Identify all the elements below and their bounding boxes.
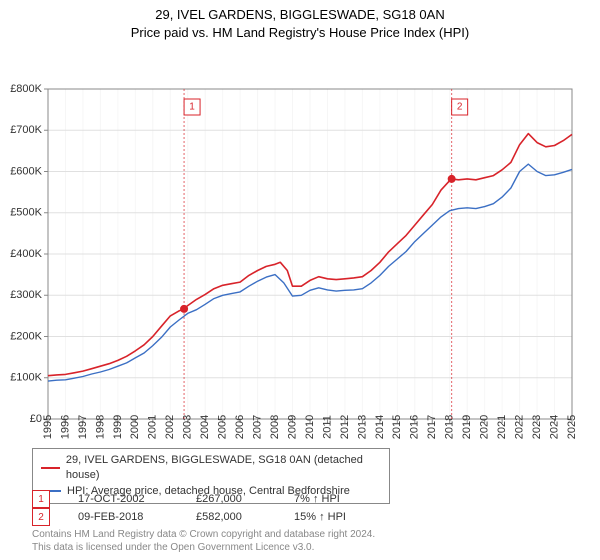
- svg-text:£300K: £300K: [10, 289, 42, 301]
- svg-text:£700K: £700K: [10, 124, 42, 136]
- marker-event-row: 1 17-OCT-2002 £267,000 7% ↑ HPI: [32, 490, 346, 508]
- svg-text:1997: 1997: [77, 415, 89, 439]
- svg-text:2021: 2021: [496, 415, 508, 439]
- footer-line-2: This data is licensed under the Open Gov…: [32, 541, 375, 554]
- svg-text:2017: 2017: [426, 415, 438, 439]
- svg-text:2020: 2020: [479, 415, 491, 439]
- svg-text:1995: 1995: [42, 415, 54, 439]
- marker-date: 09-FEB-2018: [78, 511, 168, 523]
- svg-text:2014: 2014: [374, 415, 386, 439]
- svg-text:2008: 2008: [269, 415, 281, 439]
- svg-text:2019: 2019: [461, 415, 473, 439]
- title-line-1: 29, IVEL GARDENS, BIGGLESWADE, SG18 0AN: [0, 6, 600, 24]
- price-chart: £0 £100K £200K £300K £400K £500K £600K £700K £80…: [0, 41, 600, 441]
- svg-text:£500K: £500K: [10, 207, 42, 219]
- svg-text:2016: 2016: [409, 415, 421, 439]
- svg-text:2018: 2018: [444, 415, 456, 439]
- svg-text:2002: 2002: [164, 415, 176, 439]
- svg-text:2013: 2013: [356, 415, 368, 439]
- svg-text:2: 2: [457, 102, 463, 113]
- svg-text:2000: 2000: [129, 415, 141, 439]
- legend-row: 29, IVEL GARDENS, BIGGLESWADE, SG18 0AN …: [41, 453, 381, 484]
- svg-text:2005: 2005: [217, 415, 229, 439]
- svg-text:2001: 2001: [147, 415, 159, 439]
- legend-label: 29, IVEL GARDENS, BIGGLESWADE, SG18 0AN …: [66, 453, 381, 484]
- svg-text:1996: 1996: [59, 415, 71, 439]
- svg-text:2010: 2010: [304, 415, 316, 439]
- marker-price: £267,000: [196, 493, 266, 505]
- svg-text:2023: 2023: [531, 415, 543, 439]
- marker-delta: 7% ↑ HPI: [294, 493, 340, 505]
- svg-text:2007: 2007: [252, 415, 264, 439]
- svg-text:2009: 2009: [286, 415, 298, 439]
- marker-event-row: 2 09-FEB-2018 £582,000 15% ↑ HPI: [32, 508, 346, 526]
- marker-delta: 15% ↑ HPI: [294, 511, 346, 523]
- svg-text:£400K: £400K: [10, 248, 42, 260]
- footer-line-1: Contains HM Land Registry data © Crown c…: [32, 528, 375, 541]
- svg-text:2015: 2015: [391, 415, 403, 439]
- svg-text:2025: 2025: [566, 415, 578, 439]
- footer-attribution: Contains HM Land Registry data © Crown c…: [32, 528, 375, 554]
- marker-number-box: 1: [32, 490, 50, 508]
- svg-text:1998: 1998: [94, 415, 106, 439]
- marker-price: £582,000: [196, 511, 266, 523]
- svg-text:2004: 2004: [199, 415, 211, 439]
- svg-text:£600K: £600K: [10, 166, 42, 178]
- legend-swatch: [41, 467, 60, 469]
- svg-text:1999: 1999: [112, 415, 124, 439]
- svg-text:1: 1: [189, 102, 195, 113]
- svg-text:2006: 2006: [234, 415, 246, 439]
- marker-number-box: 2: [32, 508, 50, 526]
- svg-text:£0: £0: [30, 413, 42, 425]
- svg-text:£100K: £100K: [10, 372, 42, 384]
- svg-text:£800K: £800K: [10, 83, 42, 95]
- svg-text:£200K: £200K: [10, 331, 42, 343]
- marker-events-table: 1 17-OCT-2002 £267,000 7% ↑ HPI 2 09-FEB-2018…: [32, 490, 346, 526]
- svg-text:2012: 2012: [339, 415, 351, 439]
- chart-header: 29, IVEL GARDENS, BIGGLESWADE, SG18 0AN …: [0, 0, 600, 41]
- svg-text:2022: 2022: [514, 415, 526, 439]
- svg-text:2011: 2011: [321, 415, 333, 439]
- title-line-2: Price paid vs. HM Land Registry's House …: [0, 24, 600, 42]
- svg-text:2024: 2024: [548, 415, 560, 439]
- marker-date: 17-OCT-2002: [78, 493, 168, 505]
- svg-text:2003: 2003: [182, 415, 194, 439]
